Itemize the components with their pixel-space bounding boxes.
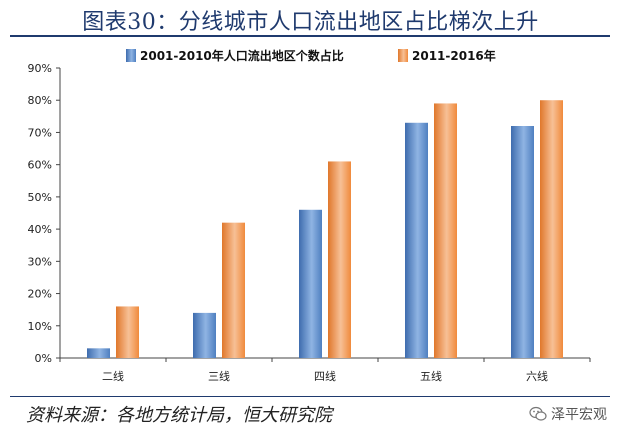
bar-2 xyxy=(540,100,563,358)
x-category-label: 五线 xyxy=(420,369,442,383)
bars xyxy=(87,100,563,359)
y-tick-label: 90% xyxy=(28,62,52,75)
bar-2 xyxy=(222,222,245,358)
bar-2 xyxy=(434,103,457,358)
bar-1 xyxy=(299,209,322,358)
y-tick-label: 0% xyxy=(35,352,52,365)
y-tick-label: 20% xyxy=(28,288,52,301)
wechat-icon xyxy=(529,406,547,421)
x-category-label: 二线 xyxy=(102,369,124,383)
legend-label-series-2: 2011-2016年 xyxy=(412,48,496,63)
x-category-label: 三线 xyxy=(208,369,230,383)
figure-title: 图表30：分线城市人口流出地区占比梯次上升 xyxy=(82,10,539,35)
source-note: 资料来源：各地方统计局，恒大研究院 xyxy=(26,405,332,426)
x-category-label: 四线 xyxy=(314,369,336,383)
y-tick-label: 70% xyxy=(28,126,52,139)
watermark: 泽平宏观 xyxy=(529,404,607,424)
legend-swatch-series-2 xyxy=(398,49,408,62)
y-tick-label: 60% xyxy=(28,159,52,172)
footer-divider xyxy=(10,396,610,397)
legend-label-series-1: 2001-2010年人口流出地区个数占比 xyxy=(140,48,344,63)
bar-chart: 2001-2010年人口流出地区个数占比 2011-2016年 0% 10% 20%… xyxy=(28,48,591,383)
y-tick-label: 80% xyxy=(28,94,52,107)
y-tick-label: 50% xyxy=(28,191,52,204)
bar-2 xyxy=(328,161,351,358)
y-tick-label: 40% xyxy=(28,223,52,236)
legend-swatch-series-1 xyxy=(126,49,136,62)
x-category-label: 六线 xyxy=(526,369,548,383)
bar-1 xyxy=(405,122,428,359)
bar-2 xyxy=(116,306,139,358)
watermark-label: 泽平宏观 xyxy=(551,407,607,423)
legend: 2001-2010年人口流出地区个数占比 2011-2016年 xyxy=(126,48,496,63)
axes: 0% 10% 20% 30% 40% 50% 60% 70% 80% 90% 二线 三线 四线 五线 六线 xyxy=(28,62,591,383)
bar-1 xyxy=(87,348,110,358)
bar-1 xyxy=(193,312,216,358)
bar-1 xyxy=(511,126,534,358)
y-tick-label: 30% xyxy=(28,255,52,268)
y-tick-label: 10% xyxy=(28,320,52,333)
title-divider xyxy=(10,35,610,37)
